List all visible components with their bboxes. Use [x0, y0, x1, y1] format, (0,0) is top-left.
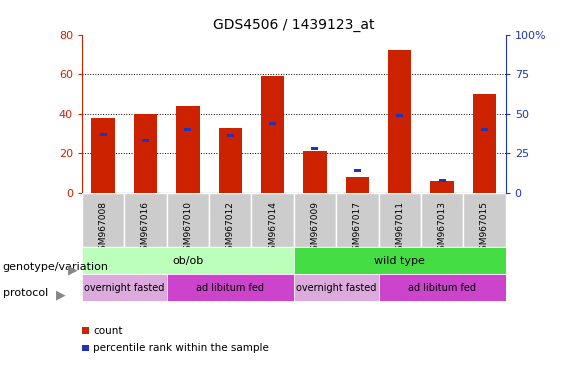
Bar — [431, 181, 454, 193]
Bar — [219, 127, 242, 193]
Bar — [473, 94, 496, 193]
FancyBboxPatch shape — [379, 274, 506, 301]
FancyBboxPatch shape — [82, 274, 167, 301]
FancyBboxPatch shape — [209, 193, 251, 247]
Text: GSM967013: GSM967013 — [438, 201, 446, 256]
Text: ad libitum fed: ad libitum fed — [408, 283, 476, 293]
FancyBboxPatch shape — [336, 193, 379, 247]
Text: GSM967010: GSM967010 — [184, 201, 192, 256]
Text: genotype/variation: genotype/variation — [3, 262, 109, 272]
Text: GSM967015: GSM967015 — [480, 201, 489, 256]
Title: GDS4506 / 1439123_at: GDS4506 / 1439123_at — [213, 18, 375, 32]
Text: ad libitum fed: ad libitum fed — [196, 283, 264, 293]
FancyBboxPatch shape — [167, 274, 294, 301]
Text: GSM967011: GSM967011 — [396, 201, 404, 256]
Bar — [184, 128, 192, 131]
Text: GSM967014: GSM967014 — [268, 201, 277, 256]
FancyBboxPatch shape — [421, 193, 463, 247]
FancyBboxPatch shape — [82, 247, 294, 274]
Bar — [261, 76, 284, 193]
Bar — [176, 106, 199, 193]
Bar — [142, 139, 149, 142]
Text: percentile rank within the sample: percentile rank within the sample — [93, 343, 269, 353]
Bar — [99, 133, 107, 136]
Text: GSM967009: GSM967009 — [311, 201, 319, 256]
Text: GSM967012: GSM967012 — [226, 201, 234, 256]
Text: overnight fasted: overnight fasted — [296, 283, 376, 293]
Text: wild type: wild type — [374, 256, 425, 266]
Bar — [346, 177, 369, 193]
Bar — [481, 128, 488, 131]
FancyBboxPatch shape — [294, 193, 336, 247]
Text: count: count — [93, 326, 123, 336]
Bar — [388, 50, 411, 193]
Text: ▶: ▶ — [56, 289, 66, 302]
FancyBboxPatch shape — [167, 193, 209, 247]
Bar — [269, 122, 276, 125]
FancyBboxPatch shape — [124, 193, 167, 247]
Bar — [92, 118, 115, 193]
FancyBboxPatch shape — [294, 274, 379, 301]
FancyBboxPatch shape — [463, 193, 506, 247]
Bar — [134, 114, 157, 193]
Bar — [354, 169, 361, 172]
Bar — [438, 179, 446, 182]
Bar — [303, 151, 327, 193]
Text: GSM967017: GSM967017 — [353, 201, 362, 256]
Bar — [396, 114, 403, 117]
Text: GSM967016: GSM967016 — [141, 201, 150, 256]
Bar — [227, 134, 234, 137]
FancyBboxPatch shape — [294, 247, 506, 274]
Text: protocol: protocol — [3, 288, 48, 298]
Bar — [311, 147, 319, 150]
Text: ▶: ▶ — [67, 263, 77, 276]
FancyBboxPatch shape — [251, 193, 294, 247]
Text: ob/ob: ob/ob — [172, 256, 203, 266]
Text: overnight fasted: overnight fasted — [84, 283, 164, 293]
FancyBboxPatch shape — [82, 193, 124, 247]
Text: GSM967008: GSM967008 — [99, 201, 107, 256]
FancyBboxPatch shape — [379, 193, 421, 247]
